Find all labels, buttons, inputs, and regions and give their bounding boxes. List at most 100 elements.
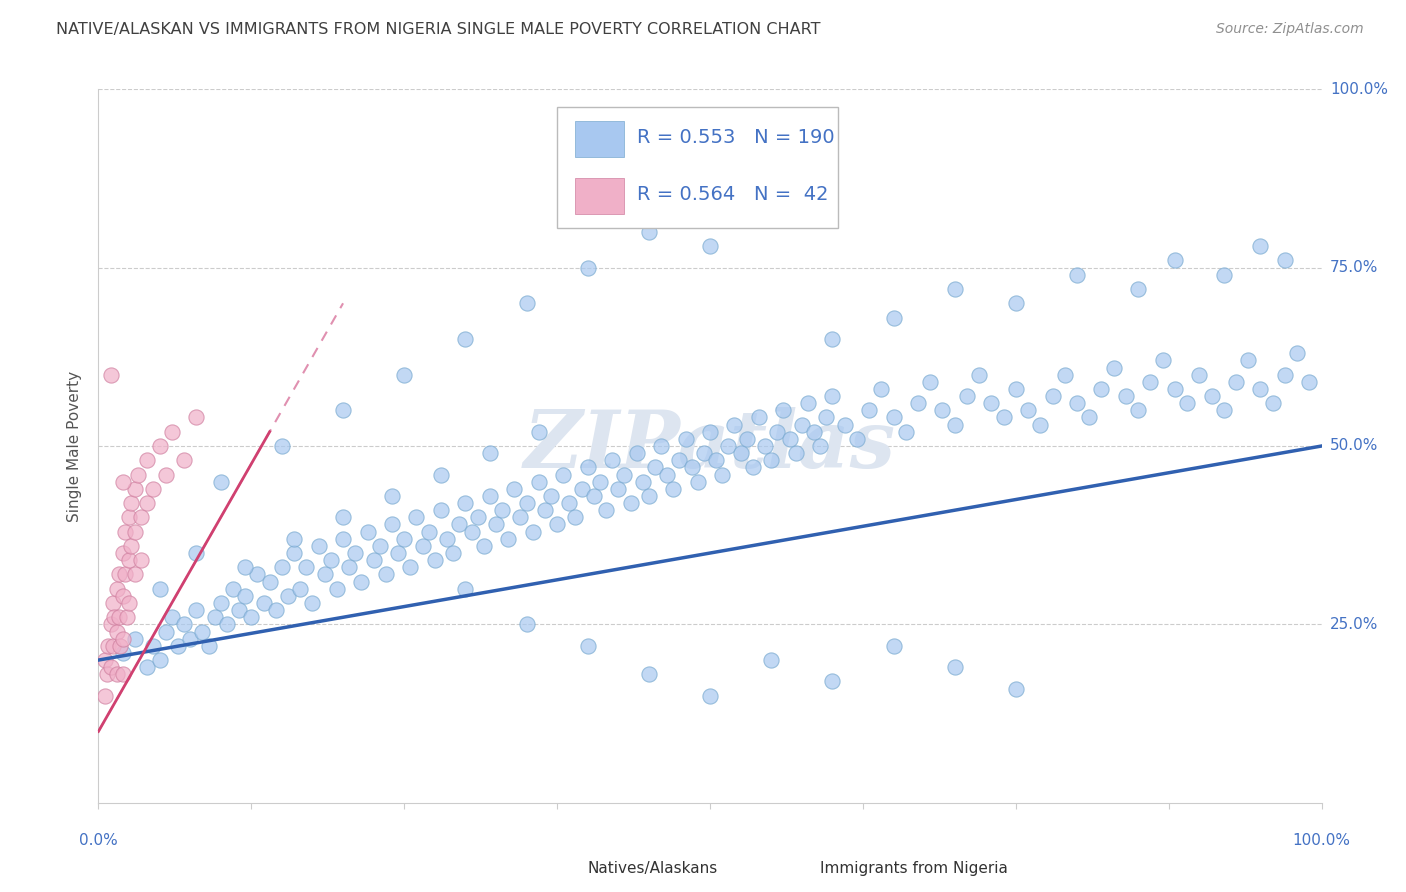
Point <box>491 503 513 517</box>
Point <box>111 475 134 489</box>
Point <box>179 632 201 646</box>
Point <box>1066 396 1088 410</box>
Point <box>704 453 727 467</box>
Point <box>790 417 813 432</box>
Point <box>516 617 538 632</box>
Text: R = 0.553   N = 190: R = 0.553 N = 190 <box>637 128 834 147</box>
Point <box>472 539 495 553</box>
Point <box>668 453 690 467</box>
Point <box>110 639 132 653</box>
Point <box>155 467 177 482</box>
Text: Natives/Alaskans: Natives/Alaskans <box>588 861 718 876</box>
Point <box>405 510 427 524</box>
Point <box>332 403 354 417</box>
Point <box>118 553 141 567</box>
Point <box>363 553 385 567</box>
Point <box>240 610 263 624</box>
Point <box>644 460 666 475</box>
Point <box>295 560 318 574</box>
Point <box>392 368 416 382</box>
Point <box>233 589 256 603</box>
Text: Immigrants from Nigeria: Immigrants from Nigeria <box>820 861 1008 876</box>
Point <box>883 310 905 325</box>
Point <box>571 482 593 496</box>
Point <box>96 667 118 681</box>
Point <box>127 467 149 482</box>
Point <box>356 524 378 539</box>
Point <box>1090 382 1112 396</box>
Text: NATIVE/ALASKAN VS IMMIGRANTS FROM NIGERIA SINGLE MALE POVERTY CORRELATION CHART: NATIVE/ALASKAN VS IMMIGRANTS FROM NIGERI… <box>56 22 821 37</box>
Point <box>1042 389 1064 403</box>
Text: 25.0%: 25.0% <box>1330 617 1378 632</box>
Point <box>118 596 141 610</box>
Point <box>186 546 208 560</box>
Point <box>120 496 142 510</box>
Point <box>1164 253 1187 268</box>
Point <box>748 410 770 425</box>
Point <box>124 632 146 646</box>
Point <box>834 417 856 432</box>
Point <box>576 460 599 475</box>
Point <box>186 603 208 617</box>
Point <box>681 460 703 475</box>
Point <box>108 567 131 582</box>
Point <box>1053 368 1076 382</box>
Point <box>496 532 519 546</box>
Text: ZIPatlas: ZIPatlas <box>524 408 896 484</box>
Point <box>142 639 165 653</box>
Point <box>114 524 136 539</box>
Point <box>283 546 305 560</box>
Point <box>1274 368 1296 382</box>
Point <box>637 489 661 503</box>
Point <box>418 524 440 539</box>
Point <box>931 403 953 417</box>
Point <box>136 453 159 467</box>
Point <box>1250 239 1272 253</box>
Point <box>111 646 134 660</box>
Point <box>454 332 477 346</box>
Bar <box>538 856 575 881</box>
Bar <box>772 856 808 881</box>
Point <box>883 639 905 653</box>
Text: Source: ZipAtlas.com: Source: ZipAtlas.com <box>1216 22 1364 37</box>
Point <box>711 467 734 482</box>
Point <box>204 610 226 624</box>
Point <box>381 517 404 532</box>
Point <box>613 467 636 482</box>
Point <box>124 524 146 539</box>
Point <box>264 603 287 617</box>
Point <box>1004 681 1026 696</box>
Point <box>546 517 568 532</box>
Text: 100.0%: 100.0% <box>1292 833 1351 848</box>
Point <box>558 496 581 510</box>
Point <box>173 617 195 632</box>
Point <box>478 446 501 460</box>
Point <box>894 425 917 439</box>
Point <box>595 503 617 517</box>
Point <box>761 211 783 225</box>
Point <box>101 596 124 610</box>
Point <box>993 410 1015 425</box>
Point <box>129 510 152 524</box>
Point <box>332 510 354 524</box>
Point <box>845 432 868 446</box>
Point <box>270 439 294 453</box>
Point <box>308 539 330 553</box>
Point <box>1004 382 1026 396</box>
Point <box>108 610 131 624</box>
Point <box>1175 396 1198 410</box>
Point <box>772 403 794 417</box>
Point <box>589 475 612 489</box>
Point <box>761 453 783 467</box>
Point <box>1164 382 1187 396</box>
Point <box>101 639 124 653</box>
Point <box>754 439 776 453</box>
Point <box>1128 403 1150 417</box>
Point <box>1212 403 1234 417</box>
Point <box>797 396 820 410</box>
Point <box>105 667 128 681</box>
Point <box>821 674 844 689</box>
Bar <box>575 178 624 214</box>
Point <box>1188 368 1211 382</box>
Point <box>332 532 354 546</box>
